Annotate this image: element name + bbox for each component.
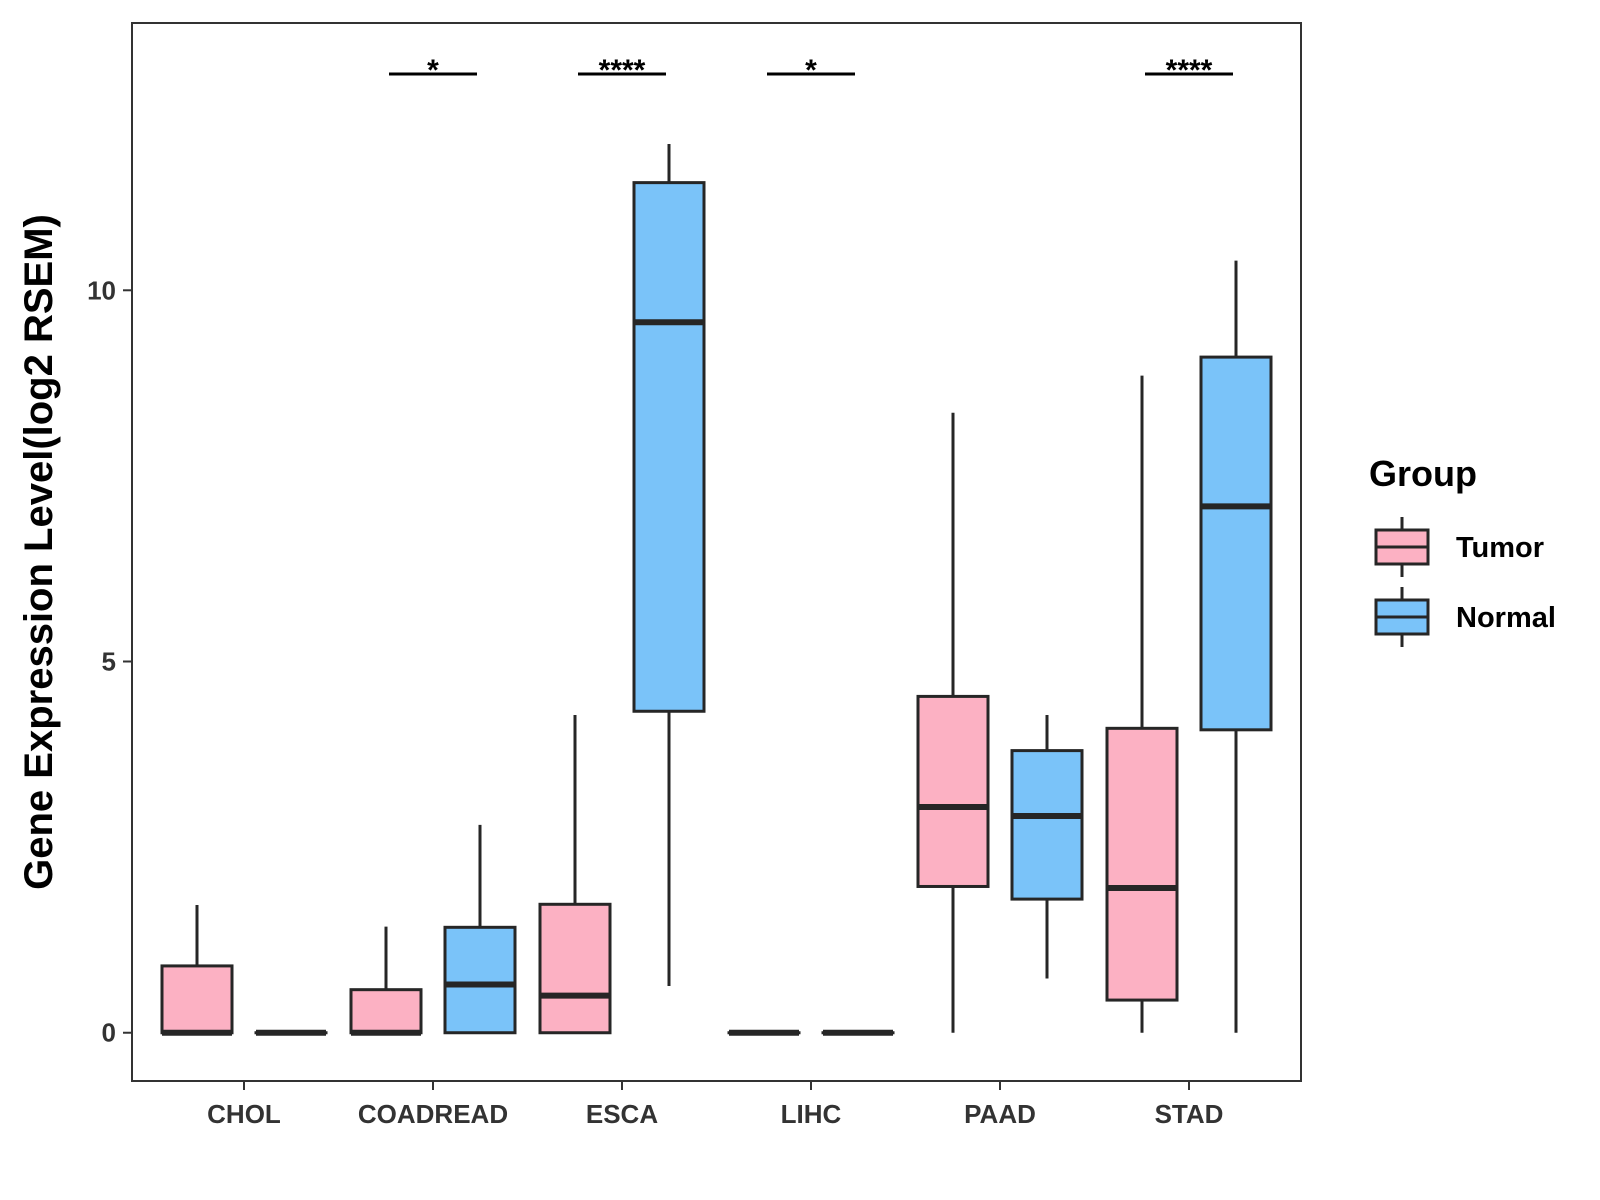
significance-label-lihc: * [805,54,817,87]
legend-normal-label: Normal [1456,602,1556,634]
significance-label-coadread: * [427,54,439,87]
tumor-chol-box [160,964,234,1035]
y-axis-title: Gene Expression Level(log2 RSEM) [17,214,61,890]
x-tick-label-coadread: COADREAD [358,1099,508,1129]
panel-border [131,22,1302,1082]
x-tick-label-paad: PAAD [964,1099,1036,1129]
legend-tumor-label: Tumor [1456,532,1544,564]
tumor-esca-box [538,902,612,1035]
normal-esca-box [632,181,706,713]
y-tick-label-5: 5 [102,647,116,677]
tumor-paad-box [916,694,990,888]
tumor-stad-box [1105,726,1179,1002]
significance-label-esca: **** [599,54,646,87]
x-tick-label-chol: CHOL [207,1099,281,1129]
y-tick-label-10: 10 [87,275,116,305]
normal-coadread-box [443,925,517,1035]
significance-label-stad: **** [1166,54,1213,87]
normal-paad-box [1010,749,1084,901]
tumor-coadread-box [349,988,423,1035]
x-tick-label-stad: STAD [1155,1099,1224,1129]
legend-title: Group [1369,453,1477,494]
y-tick-label-0: 0 [102,1018,116,1048]
x-tick-label-esca: ESCA [586,1099,658,1129]
normal-stad-box [1199,355,1273,732]
x-tick-label-lihc: LIHC [781,1099,842,1129]
